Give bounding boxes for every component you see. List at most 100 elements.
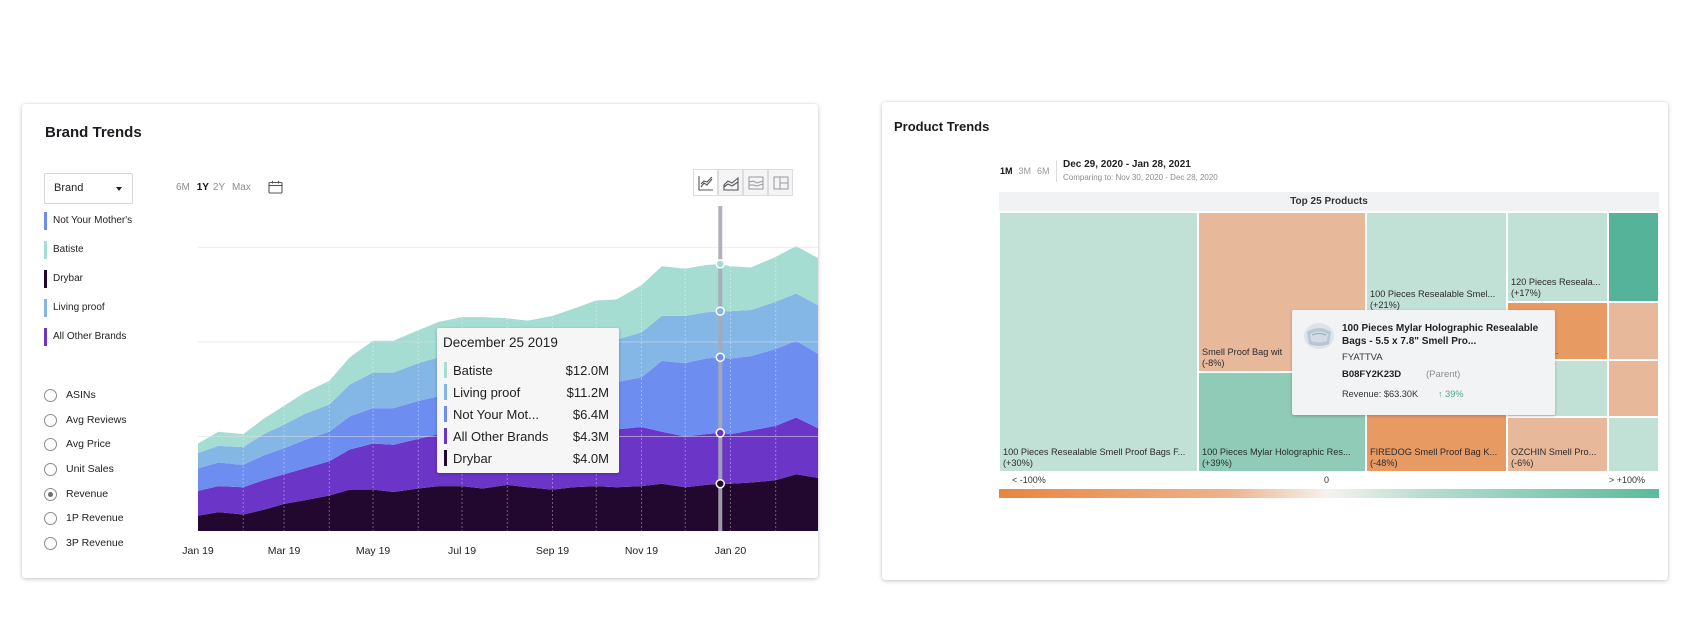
product-thumbnail [1304, 323, 1334, 349]
product-range-button[interactable]: 3M [1018, 166, 1032, 176]
hover-point [715, 428, 726, 438]
series-area-drybar[interactable] [198, 474, 818, 531]
divider [1056, 160, 1057, 182]
x-tick-label: Jan 19 [182, 545, 214, 557]
cell-product-name: FIREDOG Smell Proof Bag K... [1370, 447, 1498, 457]
chart-tooltip: December 25 2019 Batiste $12.0M Living pro… [437, 328, 619, 473]
legend-item[interactable]: Living proof [44, 299, 154, 328]
radio-button[interactable] [44, 438, 57, 452]
treemap-button[interactable] [768, 169, 793, 196]
treemap-cell[interactable]: FIREDOG Smell Proof Bag K... (-48%) [1366, 414, 1507, 472]
range-button[interactable]: 2Y [212, 182, 226, 193]
cell-product-name: 100 Pieces Resealable Smel... [1370, 289, 1496, 299]
cell-product-name: 100 Pieces Mylar Holographic Res... [1202, 447, 1351, 457]
metric-label: Unit Sales [66, 463, 114, 476]
calendar-icon[interactable] [268, 180, 283, 194]
legend-item[interactable]: Batiste [44, 241, 154, 270]
tooltip-swatch [444, 406, 447, 422]
treemap-cell[interactable] [1608, 212, 1659, 302]
brand-legend: Not Your Mother's Batiste Drybar Living pro… [44, 212, 154, 357]
treemap-cell[interactable]: 120 Pieces Reseala... (+17%) [1507, 212, 1608, 302]
product-range-button[interactable]: 6M [1037, 166, 1050, 176]
tooltip-series-value: $11.2M [566, 385, 609, 400]
hover-point [715, 478, 726, 489]
hover-point [715, 259, 726, 269]
tooltip-swatch [444, 450, 447, 466]
range-button[interactable]: 1Y [196, 182, 209, 193]
radio-button[interactable] [44, 389, 57, 402]
tooltip-row: Living proof $11.2M [444, 383, 614, 401]
tooltip-series-name: Batiste [453, 363, 493, 378]
hover-point [715, 306, 726, 316]
treemap-cell[interactable] [1608, 417, 1659, 472]
radio-button[interactable] [44, 413, 57, 427]
hover-point [715, 352, 726, 363]
radio-button[interactable] [44, 512, 57, 526]
brand-dropdown[interactable]: Brand [44, 173, 133, 204]
cell-product-name: OZCHIN Smell Pro... [1511, 447, 1597, 457]
legend-label: Not Your Mother's [53, 215, 133, 226]
treemap-cell[interactable]: 100 Pieces Resealable Smell Proof Bags F… [999, 212, 1198, 472]
metric-label: 3P Revenue [66, 537, 124, 550]
tooltip-parent: (Parent) [1426, 369, 1461, 380]
treemap-cell[interactable] [1608, 360, 1659, 417]
product-trends-card: Product Trends 1M 3M 6M Dec 29, 2020 - Jan… [882, 102, 1668, 580]
dropdown-label: Brand [54, 182, 84, 194]
line-chart-button[interactable] [693, 169, 718, 196]
treemap-title: Top 25 Products [999, 192, 1659, 211]
cell-change: (+21%) [1370, 300, 1400, 310]
line-chart-icon [698, 176, 713, 191]
range-separator [192, 182, 195, 193]
legend-label: Batiste [53, 244, 84, 255]
treemap-cell[interactable]: 100 Pieces Resealable Smel... (+21%) [1366, 212, 1507, 314]
x-tick-label: May 19 [356, 545, 391, 557]
tooltip-row: Drybar $4.0M [444, 449, 614, 467]
legend-label: Drybar [53, 273, 84, 284]
area-chart-button[interactable] [718, 169, 743, 196]
legend-swatch [44, 328, 47, 346]
legend-item[interactable]: Not Your Mother's [44, 212, 154, 241]
chart-view-toggle [693, 169, 795, 196]
treemap-tooltip: 100 Pieces Mylar Holographic Resealable … [1292, 310, 1555, 415]
radio-button[interactable] [44, 487, 57, 501]
tooltip-asin[interactable]: B08FY2K23D [1342, 369, 1402, 380]
stacked-percent-icon [748, 176, 764, 190]
cell-change: (+30%) [1003, 458, 1033, 468]
treemap-cell[interactable] [1608, 302, 1659, 360]
legend-item[interactable]: Drybar [44, 270, 154, 299]
chevron-down-icon [116, 187, 122, 191]
hover-crosshair [718, 206, 723, 531]
product-time-range-buttons: 1M 3M 6M [1000, 166, 1056, 176]
treemap-cell-label: Smell Proof Bag wit (-8%) [1202, 347, 1282, 369]
range-separator [227, 182, 230, 193]
tooltip-swatch [444, 428, 447, 444]
radio-button[interactable] [44, 463, 57, 477]
tooltip-row: Batiste $12.0M [444, 361, 614, 379]
tooltip-brand: FYATTVA [1342, 352, 1383, 363]
product-trends-title: Product Trends [894, 119, 990, 134]
tooltip-series-name: All Other Brands [453, 429, 549, 444]
tooltip-row: Not Your Mot... $6.4M [444, 405, 614, 423]
treemap-cell[interactable]: OZCHIN Smell Pro... (-6%) [1507, 417, 1608, 472]
legend-swatch [44, 270, 47, 288]
x-tick-label: Mar 19 [268, 545, 301, 557]
range-button[interactable]: Max [231, 182, 251, 193]
tooltip-series-value: $6.4M [572, 407, 609, 422]
tooltip-series-name: Drybar [453, 451, 493, 466]
legend-swatch [44, 212, 47, 230]
scale-min-label: < -100% [1012, 475, 1046, 485]
metric-label: Revenue [66, 487, 109, 500]
tooltip-product-name: 100 Pieces Mylar Holographic Resealable … [1342, 323, 1539, 347]
tooltip-swatch [444, 384, 447, 400]
legend-label: All Other Brands [53, 331, 127, 342]
treemap-cell-label: 120 Pieces Reseala... (+17%) [1511, 277, 1600, 299]
legend-item[interactable]: All Other Brands [44, 328, 154, 357]
scale-max-label: > +100% [1608, 475, 1645, 485]
product-range-button[interactable]: 1M [1000, 166, 1013, 176]
stacked-percent-button[interactable] [743, 169, 768, 196]
x-tick-label: Nov 19 [625, 545, 658, 557]
comparing-range: Comparing to: Nov 30, 2020 - Dec 28, 202… [1063, 173, 1218, 182]
radio-button[interactable] [44, 537, 57, 551]
legend-label: Living proof [53, 302, 105, 313]
range-button[interactable]: 6M [176, 182, 190, 193]
